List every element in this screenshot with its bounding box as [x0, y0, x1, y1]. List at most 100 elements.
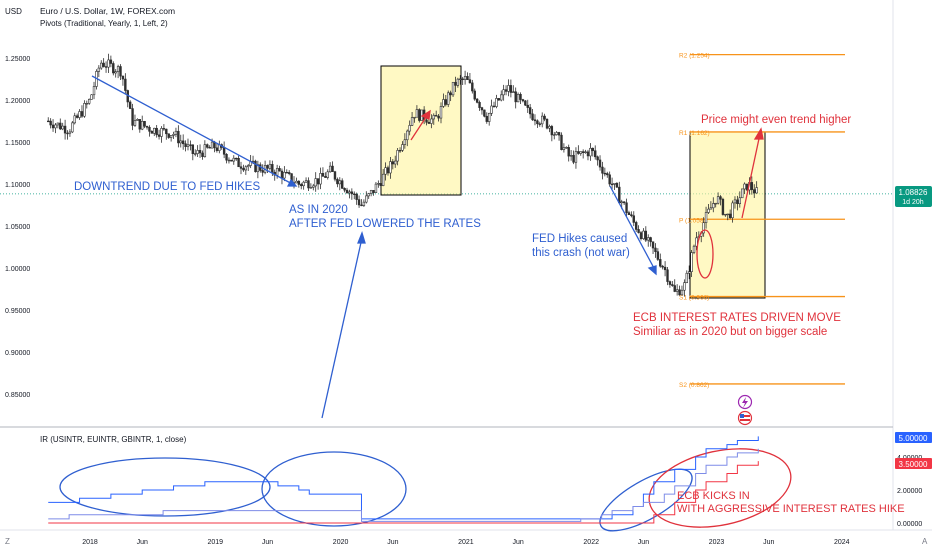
candle-body — [608, 174, 611, 185]
candle-body — [66, 132, 69, 135]
time-tick-label: 2024 — [834, 539, 850, 546]
candle-body — [97, 67, 101, 72]
as-2020-pointer-arrow[interactable] — [321, 237, 363, 419]
corner-mark-left[interactable]: Z — [5, 537, 10, 546]
candle-body — [687, 271, 691, 274]
as-2020-arrowhead — [357, 231, 366, 244]
candle-body — [533, 119, 537, 122]
candle-body — [150, 130, 154, 134]
candle-body — [480, 107, 484, 111]
candle-body — [242, 168, 245, 171]
price-tick-label: 1.05000 — [5, 224, 30, 231]
us-rates-ellipse-left[interactable] — [59, 457, 271, 517]
candle-body — [668, 281, 672, 285]
candle-body — [331, 165, 334, 172]
candle-body — [601, 166, 604, 174]
candle-body — [695, 237, 698, 247]
highlight-box-2020[interactable] — [380, 65, 462, 196]
candle-body — [618, 186, 621, 204]
indicator-pivots-label[interactable]: Pivots (Traditional, Yearly, 1, Left, 2) — [40, 19, 168, 28]
interest-rate-lines[interactable] — [48, 436, 759, 524]
red-arrow-2020[interactable] — [410, 113, 429, 141]
red-arrowhead-2020 — [420, 109, 431, 120]
chart-title[interactable]: Euro / U.S. Dollar, 1W, FOREX.com — [40, 6, 175, 16]
as-2020-note-line1[interactable]: AS IN 2020 — [289, 204, 348, 216]
candle-body — [83, 103, 86, 117]
corner-mark-right[interactable]: A — [922, 537, 928, 546]
ecb-rates-ellipse[interactable] — [642, 437, 798, 539]
candle-body — [143, 121, 146, 127]
candle-body — [355, 193, 358, 200]
red-arrow-projection[interactable] — [741, 133, 761, 219]
rate-line-euintr[interactable] — [48, 461, 759, 524]
pivot-levels[interactable]: R2 (1.254) R1 (1.162) P (1.058) S1 (0.966) S… — [679, 53, 845, 389]
candle-body — [153, 127, 156, 134]
blue-drawings[interactable] — [59, 75, 701, 543]
as-2020-note-line2[interactable]: AFTER FED LOWERED THE RATES — [289, 218, 481, 230]
candle-body — [507, 85, 510, 92]
downtrend-arrow[interactable] — [91, 75, 297, 187]
candle-body — [266, 165, 269, 169]
candle-body — [68, 131, 72, 134]
candle-body — [61, 125, 64, 130]
us-rates-ellipse-right[interactable] — [261, 451, 407, 527]
candle-body — [736, 199, 739, 205]
candle-body — [247, 165, 250, 168]
indicator-tick-label: 2.00000 — [897, 488, 922, 495]
candle-body — [647, 237, 650, 241]
us-rates-ellipse-2022[interactable] — [591, 458, 700, 543]
candle-body — [169, 135, 173, 138]
candle-body — [651, 241, 655, 249]
candle-body — [661, 265, 664, 268]
candle-body — [550, 126, 554, 136]
us-flag-icon[interactable] — [737, 410, 753, 426]
candle-body — [403, 139, 407, 145]
candle-body — [206, 144, 209, 148]
time-tick-label: 2021 — [458, 539, 474, 546]
lightning-icon[interactable] — [737, 394, 753, 410]
red-arrowhead-projection — [753, 127, 764, 140]
ecb-kicks-note-line2[interactable]: WITH AGGRESSIVE INTEREST RATES HIKE — [677, 503, 905, 515]
trend-higher-note[interactable]: Price might even trend higher — [701, 114, 851, 126]
candle-body — [442, 99, 445, 107]
fed-hikes-note-line1[interactable]: FED Hikes caused — [532, 233, 627, 245]
pivot-label: S2 (0.862) — [679, 382, 709, 389]
badge-eu-rate[interactable] — [895, 458, 932, 469]
rate-line-gbintr[interactable] — [48, 448, 759, 522]
price-candles[interactable] — [47, 53, 758, 297]
candle-body — [485, 115, 488, 122]
candle-body — [295, 180, 298, 184]
candle-body — [704, 212, 708, 224]
candle-body — [432, 115, 435, 120]
candle-body — [642, 230, 645, 239]
ecb-move-note-line1[interactable]: ECB INTEREST RATES DRIVEN MOVE — [633, 312, 841, 324]
pivot-label: P (1.058) — [679, 217, 706, 224]
red-ellipse-breakout[interactable] — [696, 229, 714, 279]
candle-body — [709, 207, 713, 210]
price-axis[interactable]: 1.25000 1.20000 1.15000 1.10000 1.05000 1.000… — [5, 56, 30, 399]
candle-body — [490, 105, 493, 114]
rate-line-usintr[interactable] — [48, 436, 759, 520]
badge-us-rate[interactable] — [895, 432, 932, 443]
candle-body — [714, 202, 717, 205]
candle-body — [377, 183, 380, 185]
fed-hikes-arrow[interactable] — [609, 185, 656, 271]
candle-body — [107, 59, 110, 68]
indicator-label[interactable]: IR (USINTR, EUINTR, GBINTR, 1, close) — [40, 435, 187, 444]
candle-body — [124, 78, 127, 91]
downtrend-note[interactable]: DOWNTREND DUE TO FED HIKES — [74, 181, 260, 193]
candle-body — [116, 66, 120, 72]
candle-body — [338, 180, 341, 185]
candle-body — [59, 122, 62, 130]
last-price-badge[interactable] — [895, 186, 932, 207]
time-axis[interactable]: 2018 Jun 2019 Jun 2020 Jun 2021 Jun 2022 Jun 2023 J… — [82, 539, 849, 546]
candle-body — [401, 144, 404, 151]
ecb-kicks-note-line1[interactable]: ECB KICKS IN — [677, 490, 750, 502]
candle-body — [102, 62, 105, 67]
candle-body — [579, 151, 582, 154]
fed-hikes-note-line2[interactable]: this crash (not war) — [532, 247, 630, 259]
ecb-move-note-line2[interactable]: Similiar as in 2020 but on bigger scale — [633, 326, 827, 338]
candle-body — [685, 272, 688, 283]
red-drawings[interactable] — [410, 109, 798, 539]
